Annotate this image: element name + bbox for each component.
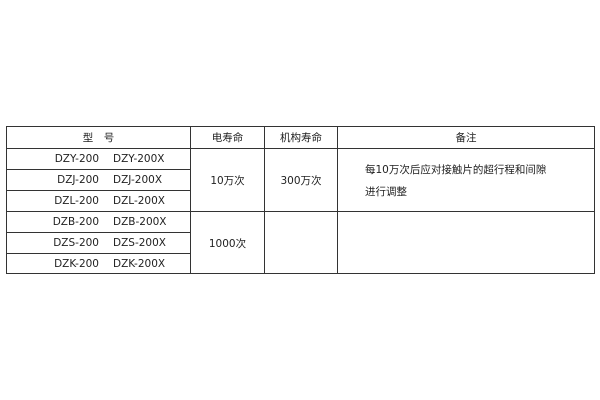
header-mechanical-life: 机构寿命	[280, 132, 322, 144]
divider	[7, 253, 190, 254]
model-row: DZJ-200 DZJ-200X	[7, 170, 190, 190]
divider	[7, 211, 594, 212]
model-code-x: DZS-200X	[113, 237, 166, 249]
header-electrical-life: 电寿命	[211, 132, 244, 144]
model-code: DZK-200	[54, 258, 99, 270]
electrical-life-value: 1000次	[208, 237, 247, 250]
model-code: DZS-200	[53, 237, 99, 249]
electrical-life-value: 10万次	[210, 174, 245, 187]
mechanical-life-value	[265, 212, 337, 274]
divider	[7, 190, 190, 191]
header-remarks: 备注	[455, 132, 477, 144]
model-code: DZJ-200	[57, 174, 99, 186]
header-model: 型 号	[82, 132, 115, 144]
model-row: DZB-200 DZB-200X	[7, 212, 190, 232]
model-code-x: DZJ-200X	[113, 174, 163, 186]
model-code: DZL-200	[54, 195, 99, 207]
divider	[7, 232, 190, 233]
model-code-x: DZY-200X	[113, 153, 165, 165]
model-row: DZL-200 DZL-200X	[7, 191, 190, 211]
remarks-cell: 每10万次后应对接触片的超行程和间隙 进行调整	[338, 149, 594, 211]
model-row: DZS-200 DZS-200X	[7, 233, 190, 253]
model-code-x: DZL-200X	[113, 195, 165, 207]
remarks-cell	[338, 212, 594, 274]
divider	[264, 127, 265, 273]
remarks-line: 进行调整	[365, 186, 407, 198]
model-row: DZY-200 DZY-200X	[7, 149, 190, 169]
specification-table: 型 号 电寿命 机构寿命 备注 DZY-200 DZY-200X DZJ-200 D…	[6, 126, 595, 274]
model-code-x: DZK-200X	[113, 258, 166, 270]
model-code-x: DZB-200X	[113, 216, 167, 228]
divider	[7, 169, 190, 170]
divider	[190, 127, 191, 273]
divider	[337, 127, 338, 273]
model-row: DZK-200 DZK-200X	[7, 254, 190, 274]
remarks-line: 每10万次后应对接触片的超行程和间隙	[365, 164, 547, 176]
model-code: DZY-200	[54, 153, 99, 165]
divider	[7, 148, 594, 149]
mechanical-life-value: 300万次	[280, 174, 322, 187]
model-code: DZB-200	[52, 216, 99, 228]
